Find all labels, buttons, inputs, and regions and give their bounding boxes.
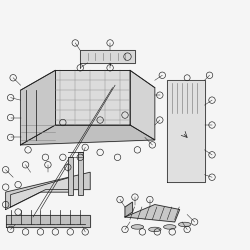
- Polygon shape: [125, 202, 132, 217]
- Polygon shape: [20, 70, 56, 145]
- Polygon shape: [56, 70, 130, 125]
- Bar: [78, 152, 83, 194]
- Bar: [68, 157, 73, 194]
- Polygon shape: [130, 70, 155, 140]
- Polygon shape: [125, 204, 180, 222]
- Polygon shape: [167, 80, 204, 182]
- Polygon shape: [80, 50, 135, 63]
- Polygon shape: [6, 214, 90, 227]
- Polygon shape: [6, 172, 90, 210]
- Ellipse shape: [164, 225, 176, 229]
- Ellipse shape: [131, 225, 144, 229]
- Ellipse shape: [178, 222, 191, 227]
- Polygon shape: [20, 125, 155, 145]
- Ellipse shape: [148, 227, 161, 232]
- Polygon shape: [11, 177, 70, 207]
